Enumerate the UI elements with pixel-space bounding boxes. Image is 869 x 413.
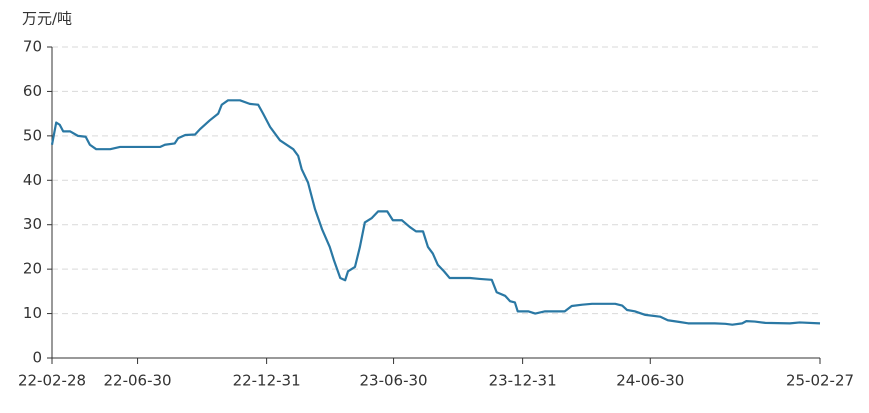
x-tick-label: 23-12-31 [489, 372, 557, 390]
x-tick-label: 22-12-31 [233, 372, 301, 390]
x-tick-label: 23-06-30 [360, 372, 428, 390]
y-tick-label: 50 [23, 126, 42, 144]
data-line [50, 99, 821, 326]
y-tick-label: 10 [23, 304, 42, 322]
y-tick-label: 70 [23, 38, 42, 56]
y-tick-label: 60 [23, 82, 42, 100]
y-tick-label: 40 [23, 171, 42, 189]
y-tick-label: 30 [23, 215, 42, 233]
y-tick-label: 0 [32, 349, 42, 367]
y-axis-label: 万元/吨 [22, 10, 72, 28]
y-tick-label: 20 [23, 260, 42, 278]
x-tick-label: 22-02-28 [18, 372, 86, 390]
x-tick-label: 24-06-30 [616, 372, 684, 390]
x-tick-label: 25-02-27 [786, 372, 854, 390]
x-tick-label: 22-06-30 [104, 372, 172, 390]
